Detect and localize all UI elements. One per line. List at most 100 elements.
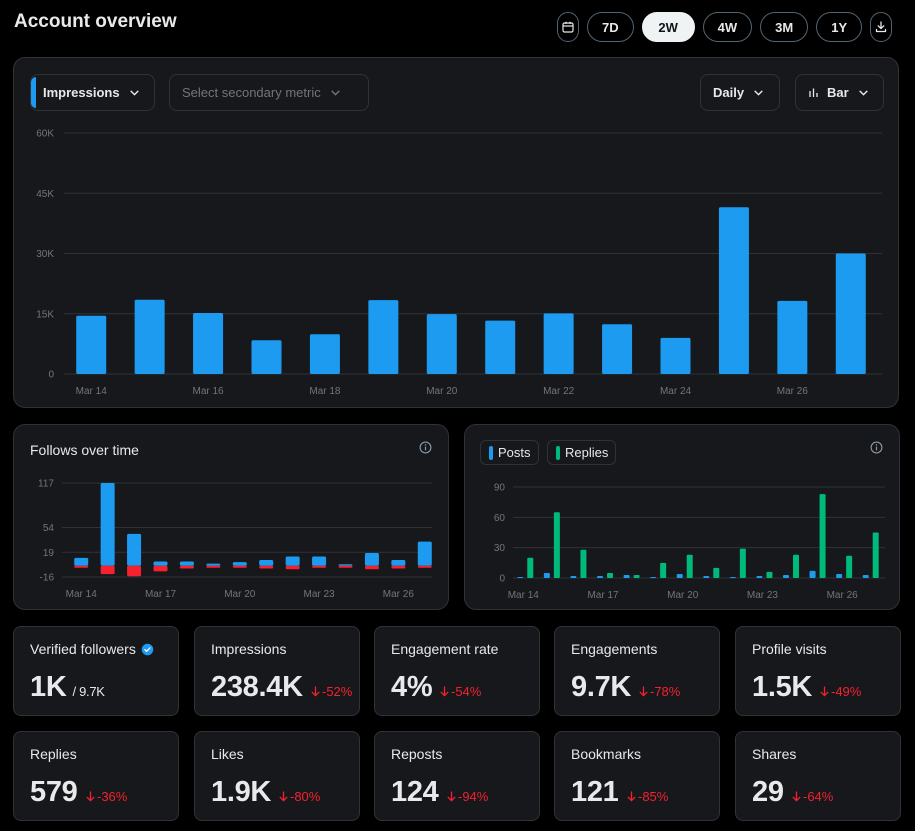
- follows-bar[interactable]: [127, 533, 142, 566]
- granularity-select[interactable]: Daily: [700, 74, 780, 111]
- unfollows-bar[interactable]: [74, 565, 89, 568]
- y-tick-label: 117: [38, 479, 54, 490]
- follows-bar[interactable]: [364, 552, 379, 566]
- posts-bar[interactable]: [597, 575, 603, 578]
- arrow-down-icon: [792, 791, 801, 802]
- chart-type-select[interactable]: Bar: [795, 74, 884, 111]
- impressions-bar[interactable]: [485, 320, 516, 374]
- follows-bar[interactable]: [417, 541, 432, 566]
- impressions-bar[interactable]: [251, 340, 282, 374]
- replies-bar[interactable]: [766, 571, 773, 578]
- replies-bar[interactable]: [819, 494, 826, 578]
- replies-bar[interactable]: [713, 567, 720, 578]
- replies-bar[interactable]: [846, 555, 853, 578]
- unfollows-bar[interactable]: [179, 565, 194, 569]
- replies-bar[interactable]: [739, 548, 746, 578]
- unfollows-bar[interactable]: [206, 565, 221, 568]
- unfollows-bar[interactable]: [391, 565, 406, 569]
- posts-bar[interactable]: [783, 574, 789, 578]
- follows-bar[interactable]: [312, 556, 327, 566]
- secondary-metric-select[interactable]: Select secondary metric: [169, 74, 369, 111]
- info-icon[interactable]: [870, 441, 883, 454]
- unfollows-bar[interactable]: [364, 565, 379, 570]
- impressions-bar[interactable]: [193, 312, 224, 374]
- posts-bar[interactable]: [570, 575, 577, 578]
- unfollows-bar[interactable]: [232, 565, 247, 568]
- unfollows-bar[interactable]: [127, 565, 142, 577]
- stat-card-engagement-rate[interactable]: Engagement rate 4% -54%: [374, 626, 540, 716]
- follows-bar[interactable]: [153, 561, 168, 566]
- replies-bar[interactable]: [793, 554, 799, 578]
- unfollows-bar[interactable]: [417, 565, 432, 568]
- unfollows-bar[interactable]: [153, 565, 168, 572]
- legend-replies[interactable]: Replies: [547, 440, 617, 465]
- stat-card-likes[interactable]: Likes 1.9K -80%: [194, 731, 360, 821]
- download-button[interactable]: [870, 12, 893, 42]
- posts-bar[interactable]: [809, 570, 816, 578]
- impressions-bar[interactable]: [777, 300, 808, 374]
- impressions-bar[interactable]: [368, 300, 399, 374]
- replies-bar[interactable]: [580, 549, 587, 578]
- follows-bar[interactable]: [74, 557, 89, 566]
- unfollows-bar[interactable]: [259, 565, 274, 569]
- primary-metric-select[interactable]: Impressions: [30, 74, 155, 111]
- unfollows-bar[interactable]: [285, 565, 300, 570]
- replies-bar[interactable]: [633, 574, 640, 578]
- posts-bar[interactable]: [650, 576, 657, 578]
- replies-bar[interactable]: [553, 512, 560, 578]
- stat-card-reposts[interactable]: Reposts 124 -94%: [374, 731, 540, 821]
- posts-bar[interactable]: [756, 575, 763, 578]
- stat-card-replies[interactable]: Replies 579 -36%: [13, 731, 179, 821]
- impressions-bar[interactable]: [718, 207, 749, 374]
- range-2w-button[interactable]: 2W: [641, 12, 695, 42]
- follows-bar[interactable]: [100, 483, 115, 566]
- follows-bar[interactable]: [338, 564, 353, 566]
- info-icon[interactable]: [419, 441, 432, 454]
- follows-bar[interactable]: [391, 560, 406, 566]
- impressions-bar[interactable]: [835, 253, 866, 375]
- impressions-bar[interactable]: [543, 313, 574, 374]
- stat-card-shares[interactable]: Shares 29 -64%: [735, 731, 901, 821]
- follows-bar[interactable]: [259, 560, 274, 566]
- stat-value: 121: [571, 776, 619, 808]
- posts-bar[interactable]: [703, 575, 710, 578]
- stat-card-bookmarks[interactable]: Bookmarks 121 -85%: [554, 731, 720, 821]
- range-4w-button[interactable]: 4W: [702, 12, 753, 42]
- replies-bar[interactable]: [607, 572, 613, 578]
- legend-posts[interactable]: Posts: [480, 440, 539, 465]
- stat-card-impressions[interactable]: Impressions 238.4K -52%: [194, 626, 360, 716]
- follows-bar[interactable]: [285, 556, 300, 566]
- follows-bar[interactable]: [179, 561, 194, 566]
- replies-bar[interactable]: [527, 557, 534, 578]
- posts-bar[interactable]: [517, 576, 524, 578]
- replies-bar[interactable]: [872, 532, 879, 579]
- range-1y-button[interactable]: 1Y: [816, 12, 863, 42]
- replies-bar[interactable]: [660, 562, 667, 578]
- stat-card-engagements[interactable]: Engagements 9.7K -78%: [554, 626, 720, 716]
- follows-bar[interactable]: [206, 563, 221, 566]
- posts-bar[interactable]: [623, 574, 630, 578]
- posts-bar[interactable]: [836, 573, 843, 578]
- posts-bar[interactable]: [676, 573, 683, 578]
- unfollows-bar[interactable]: [312, 565, 327, 568]
- replies-bar[interactable]: [686, 554, 693, 578]
- impressions-bar[interactable]: [134, 299, 165, 374]
- impressions-bar[interactable]: [426, 314, 457, 374]
- range-7d-button[interactable]: 7D: [587, 12, 634, 42]
- stat-card-verified-followers[interactable]: Verified followers 1K / 9.7K: [13, 626, 179, 716]
- posts-bar[interactable]: [862, 574, 869, 578]
- stat-card-profile-visits[interactable]: Profile visits 1.5K -49%: [735, 626, 901, 716]
- posts-bar[interactable]: [543, 572, 550, 578]
- unfollows-bar[interactable]: [100, 565, 115, 575]
- y-tick-label: 90: [494, 483, 506, 494]
- impressions-bar[interactable]: [309, 334, 340, 374]
- posts-bar[interactable]: [729, 576, 736, 578]
- range-3m-button[interactable]: 3M: [760, 12, 809, 42]
- calendar-button[interactable]: [557, 12, 579, 42]
- follows-bar[interactable]: [232, 562, 247, 566]
- impressions-bar[interactable]: [660, 337, 691, 374]
- impressions-bar[interactable]: [602, 324, 633, 374]
- impressions-bar[interactable]: [76, 315, 107, 374]
- unfollows-bar[interactable]: [338, 565, 353, 568]
- x-tick-label: Mar 14: [76, 386, 108, 397]
